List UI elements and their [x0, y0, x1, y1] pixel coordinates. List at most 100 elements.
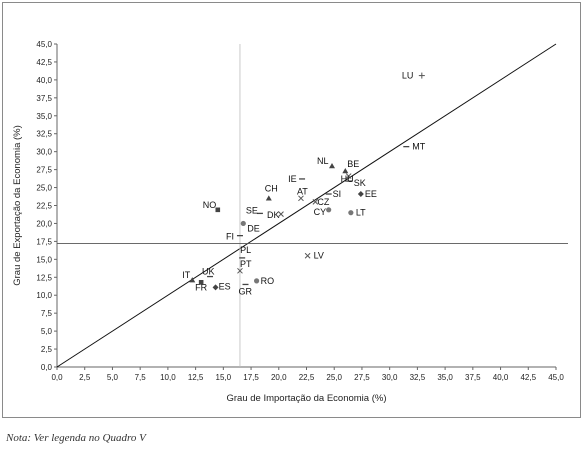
data-points	[189, 72, 425, 291]
x-tick-label: 5,0	[107, 373, 119, 382]
x-tick-label: 7,5	[135, 373, 147, 382]
point-it	[189, 277, 196, 283]
label-ie: IE	[288, 174, 297, 184]
point-lv	[304, 252, 311, 259]
x-mark-stroke	[237, 267, 243, 274]
point-es	[212, 284, 219, 291]
y-tick-label: 42,5	[36, 58, 52, 67]
x-mark-stroke	[304, 252, 311, 259]
point-cz	[312, 199, 319, 205]
label-sk: SK	[354, 178, 366, 188]
x-tick-label: 15,0	[216, 373, 232, 382]
x-tick-label: 45,0	[548, 373, 564, 382]
y-tick-label: 20,0	[36, 219, 52, 228]
point-lt	[348, 210, 354, 216]
y-tick-label: 25,0	[36, 184, 52, 193]
label-lt: LT	[356, 208, 366, 218]
y-tick-label: 30,0	[36, 148, 52, 157]
x-tick-label: 35,0	[437, 373, 453, 382]
x-tick-label: 12,5	[188, 373, 204, 382]
y-tick-label: 22,5	[36, 202, 52, 211]
x-tick-label: 17,5	[243, 373, 259, 382]
x-tick-label: 30,0	[382, 373, 398, 382]
label-cz: CZ	[317, 197, 329, 207]
diagonal-line	[56, 43, 557, 368]
y-tick-label: 40,0	[36, 76, 52, 85]
label-pt: PT	[240, 259, 252, 269]
x-mark-stroke	[298, 195, 304, 202]
point-lu	[418, 72, 425, 79]
point-ee	[357, 191, 364, 198]
label-es: ES	[219, 281, 231, 291]
label-lu: LU	[402, 71, 414, 81]
x-tick-label: 2,5	[79, 373, 91, 382]
label-ro: RO	[261, 276, 275, 286]
x-mark-stroke	[345, 173, 352, 179]
point-hu	[345, 173, 352, 179]
label-nl: NL	[317, 156, 329, 166]
x-tick-label: 20,0	[271, 373, 287, 382]
point-at	[298, 195, 304, 202]
point-pt	[237, 267, 243, 274]
label-it: IT	[182, 270, 191, 280]
label-se: SE	[246, 205, 258, 215]
point-ch	[265, 195, 272, 201]
point-nl	[329, 163, 336, 169]
x-tick-label: 32,5	[410, 373, 426, 382]
y-axis-title: Grau de Exportação da Economia (%)	[12, 125, 23, 286]
point-de	[240, 220, 246, 227]
y-tick-label: 32,5	[36, 130, 52, 139]
label-hu: HU	[341, 174, 354, 184]
y-tick-label: 12,5	[36, 273, 52, 282]
x-tick-label: 0,0	[51, 373, 63, 382]
x-mark-stroke	[312, 199, 319, 205]
x-tick-label: 37,5	[465, 373, 481, 382]
chart-frame	[2, 2, 581, 418]
point-be	[342, 168, 349, 174]
x-tick-label: 42,5	[520, 373, 536, 382]
label-dk: DK	[267, 210, 280, 220]
y-tick-label: 17,5	[36, 237, 52, 246]
label-ee: EE	[365, 189, 377, 199]
label-fr: FR	[195, 282, 207, 292]
label-cy: CY	[314, 207, 327, 217]
label-gr: GR	[239, 286, 253, 296]
scatter-chart: 0,0 2,5 5,0 7,5 10,0 12,5 15,0 17,5 20,0 22,5 25,0…	[12, 40, 568, 404]
x-axis-title: Grau de Importação da Economia (%)	[227, 393, 387, 404]
y-tick-label: 7,5	[41, 309, 53, 318]
y-tick-label: 45,0	[36, 40, 52, 49]
x-tick-label: 27,5	[354, 373, 370, 382]
label-lv: LV	[314, 251, 324, 261]
point-cy	[326, 207, 332, 213]
x-tick-label: 10,0	[160, 373, 176, 382]
label-be: BE	[347, 159, 359, 169]
y-tick-label: 35,0	[36, 112, 52, 121]
label-mt: MT	[412, 142, 425, 152]
reference-lines	[56, 43, 568, 368]
label-fi: FI	[226, 232, 234, 242]
y-tick-label: 2,5	[41, 345, 53, 354]
x-mark-stroke	[278, 211, 284, 217]
label-uk: UK	[202, 267, 215, 277]
y-tick-label: 10,0	[36, 291, 52, 300]
x-tick-label: 40,0	[493, 373, 509, 382]
label-at: AT	[297, 186, 308, 196]
point-ro	[254, 278, 260, 284]
x-tick-label: 25,0	[326, 373, 342, 382]
y-tick-label: 5,0	[41, 327, 53, 336]
y-tick-label: 0,0	[41, 363, 53, 372]
label-si: SI	[333, 189, 342, 199]
point-fr	[198, 280, 204, 285]
point-dk	[278, 211, 284, 217]
y-tick-label: 27,5	[36, 166, 52, 175]
y-tick-label: 37,5	[36, 94, 52, 103]
point-labels: LU MT NL BE HU SK IE CH AT CZ SI EE NO SE DK CY LT DE FI LV…	[182, 71, 426, 297]
chart-note: Nota: Ver legenda no Quadro V	[6, 432, 146, 444]
y-tick-label: 15,0	[36, 255, 52, 264]
axes: 0,0 2,5 5,0 7,5 10,0 12,5 15,0 17,5 20,0 22,5 25,0…	[36, 40, 564, 382]
label-ch: CH	[265, 183, 278, 193]
label-pl: PL	[240, 245, 251, 255]
x-tick-label: 22,5	[299, 373, 315, 382]
label-de: DE	[247, 223, 260, 233]
point-no	[215, 207, 221, 213]
